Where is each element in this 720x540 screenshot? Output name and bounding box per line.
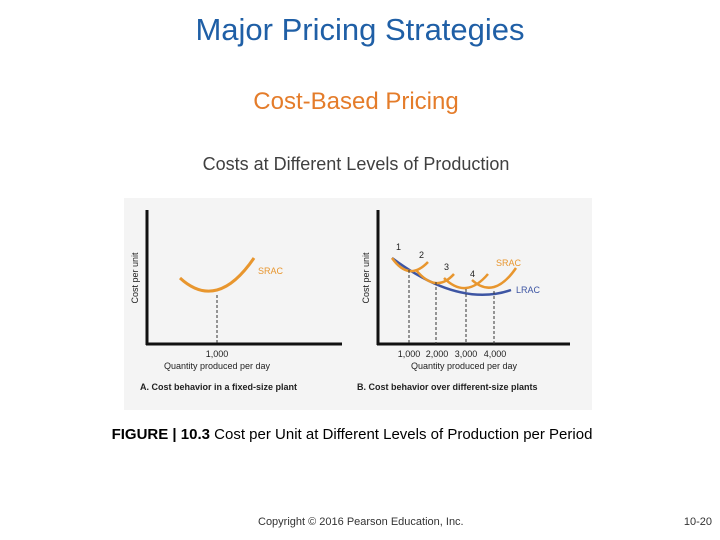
curve-number-3: 3 xyxy=(444,262,449,272)
panel-b-x-tick-1: 1,000 xyxy=(398,349,421,359)
cost-figure-svg: Cost per unit SRAC 1,000 Quantity produc… xyxy=(130,210,570,392)
panel-b-srac-label: SRAC xyxy=(496,258,522,268)
panel-a-caption: A. Cost behavior in a fixed-size plant xyxy=(140,382,297,392)
panel-a-srac-label: SRAC xyxy=(258,266,284,276)
section-heading: Costs at Different Levels of Production xyxy=(202,154,510,174)
panel-b-x-tick-4: 4,000 xyxy=(484,349,507,359)
panel-a-x-tick: 1,000 xyxy=(206,349,229,359)
panel-b-caption: B. Cost behavior over different-size pla… xyxy=(357,382,538,392)
panel-b-srac-curve-4 xyxy=(471,267,518,289)
figure-caption: FIGURE | 10.3 Cost per Unit at Different… xyxy=(0,426,704,443)
panel-b-x-label: Quantity produced per day xyxy=(411,361,518,371)
panel-b-y-label: Cost per unit xyxy=(361,252,371,304)
panel-b-lrac-curve xyxy=(391,256,512,296)
figure-label: FIGURE | 10.3 xyxy=(111,426,210,443)
curve-number-1: 1 xyxy=(396,242,401,252)
slide-subtitle: Cost-Based Pricing xyxy=(253,88,459,115)
curve-number-2: 2 xyxy=(419,250,424,260)
page-number: 10-20 xyxy=(683,516,712,528)
panel-a-x-label: Quantity produced per day xyxy=(164,361,271,371)
figure-caption-text: Cost per Unit at Different Levels of Pro… xyxy=(214,426,593,443)
curve-number-4: 4 xyxy=(470,269,475,279)
cost-figure: Cost per unit SRAC 1,000 Quantity produc… xyxy=(124,198,592,410)
panel-a-srac-curve xyxy=(178,257,256,293)
panel-b-srac-curve-3 xyxy=(443,273,489,290)
panel-b-x-tick-3: 3,000 xyxy=(455,349,478,359)
panel-b-lrac-label: LRAC xyxy=(516,285,541,295)
panel-b-x-tick-2: 2,000 xyxy=(426,349,449,359)
slide-title: Major Pricing Strategies xyxy=(195,12,525,47)
panel-a-y-label: Cost per unit xyxy=(130,252,140,304)
copyright: Copyright © 2016 Pearson Education, Inc. xyxy=(258,516,464,528)
